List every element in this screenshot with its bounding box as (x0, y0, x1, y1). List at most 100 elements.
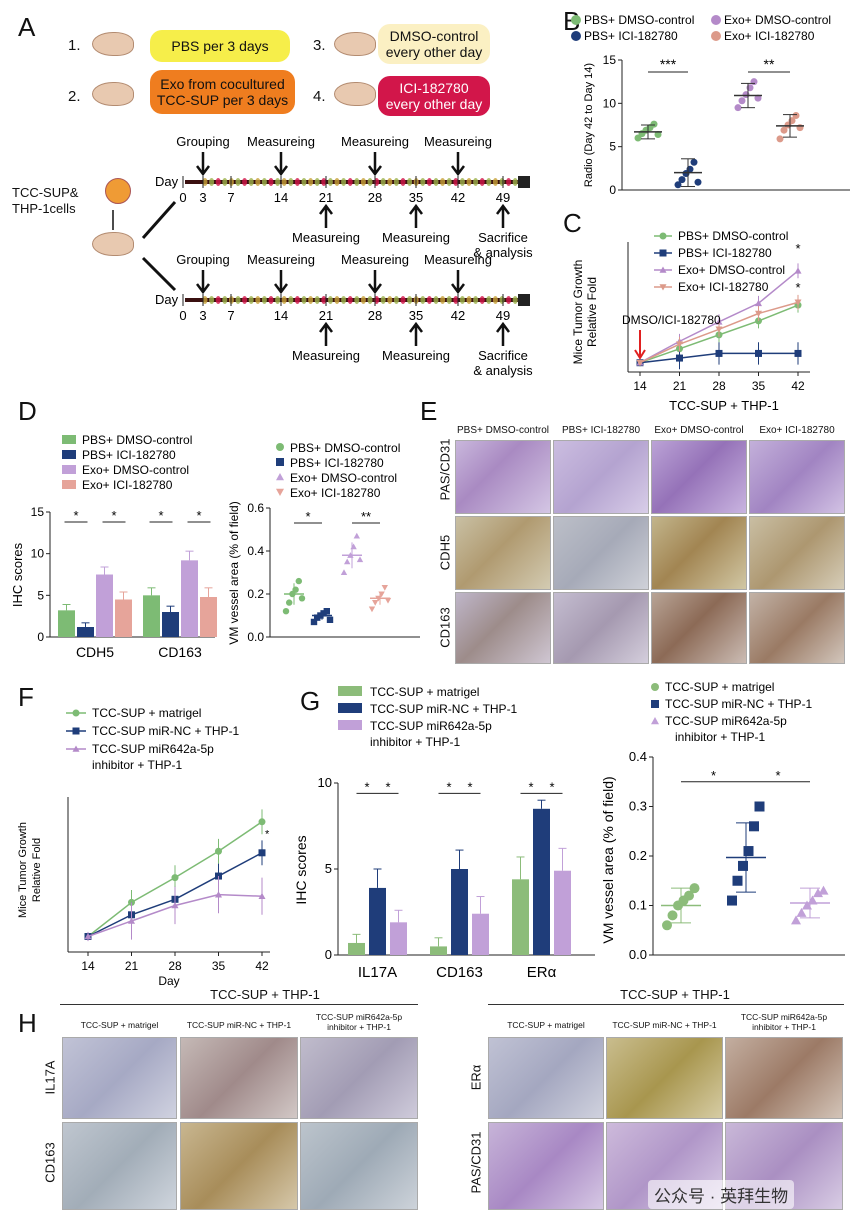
day-tick-label: 35 (409, 190, 423, 205)
dose-marker (327, 296, 333, 304)
legend-marker (276, 443, 284, 451)
micrograph (749, 516, 845, 590)
dose-marker (426, 178, 432, 186)
micrograph (725, 1037, 843, 1119)
data-point (295, 577, 302, 585)
sig-label: * (111, 508, 116, 523)
bar (554, 870, 571, 955)
data-point (350, 543, 357, 550)
data-point (818, 885, 829, 895)
data-point (684, 890, 694, 901)
day-tick-label: 35 (409, 308, 423, 323)
bar (200, 597, 217, 637)
cell-cluster-icon (105, 178, 131, 204)
data-point (340, 569, 348, 576)
dose-marker (360, 296, 366, 304)
legend-label: inhibitor + THP-1 (675, 730, 765, 744)
day-label: Day (155, 292, 179, 307)
legend-label: PBS+ ICI-182780 (82, 448, 176, 462)
column-label: Exo+ DMSO-control (654, 425, 744, 436)
event-label: Measureing (382, 230, 450, 245)
dose-marker (459, 178, 465, 186)
data-point (689, 883, 700, 894)
legend-marker (571, 15, 581, 25)
panel-label-d: D (18, 396, 37, 426)
dose-marker (380, 296, 386, 304)
data-point (794, 299, 802, 306)
x-tick-label: CDH5 (76, 644, 114, 660)
legend-marker (72, 745, 80, 752)
branch-arrow (141, 256, 177, 292)
column-label: TCC-SUP miR642a-5p inhibitor + THP-1 (740, 1012, 828, 1032)
day-tick-label: 21 (319, 190, 333, 205)
event-label: & analysis (473, 363, 533, 378)
legend-marker (72, 727, 80, 735)
data-point (727, 895, 737, 906)
event-arrow (196, 152, 210, 177)
micrograph (553, 592, 649, 664)
bar (58, 610, 75, 637)
micrograph (553, 440, 649, 514)
legend-marker (276, 458, 284, 466)
bar (369, 887, 386, 955)
mouse-icon (92, 232, 134, 256)
dose-marker (400, 178, 406, 186)
x-tick-label: 14 (633, 379, 647, 393)
group-title: TCC-SUP + THP-1 (620, 987, 730, 1002)
column-label: Exo+ ICI-182780 (759, 425, 835, 436)
dose-marker (222, 296, 228, 304)
event-arrow (274, 270, 288, 295)
data-point (215, 872, 222, 880)
dose-marker (393, 296, 399, 304)
panel-label-a: A (18, 12, 36, 42)
sig-label: * (73, 508, 78, 523)
legend-label: TCC-SUP miR642a-5p (665, 714, 787, 728)
column-label: TCC-SUP + matrigel (80, 1020, 159, 1030)
data-point (749, 821, 759, 832)
dose-marker (294, 178, 300, 186)
legend-label: PBS+ ICI-182780 (290, 456, 384, 470)
legend-marker (651, 717, 659, 725)
dose-marker (499, 178, 505, 186)
y-axis-label: Mice Tumor Growth (17, 822, 29, 918)
micrograph (455, 440, 551, 514)
dose-marker (294, 296, 300, 304)
sig-label: * (711, 768, 716, 783)
dose-marker (255, 296, 261, 304)
bar (512, 879, 529, 955)
dose-marker (473, 296, 479, 304)
micrograph (651, 440, 747, 514)
x-tick-label: 42 (255, 959, 269, 973)
event-label: Sacrifice (478, 348, 528, 363)
dose-marker (308, 178, 314, 186)
event-label: Measureing (382, 348, 450, 363)
bar (348, 942, 365, 955)
panel-label-h: H (18, 1008, 37, 1038)
row-label: PAS/CD31 (468, 1131, 484, 1194)
dose-marker (347, 296, 353, 304)
legend-label: Exo+ DMSO-control (724, 13, 831, 27)
legend-label: Exo+ ICI-182780 (290, 486, 381, 500)
dose-marker (281, 178, 287, 186)
micrograph (749, 440, 845, 514)
x-tick-label: 35 (752, 379, 766, 393)
micrograph (606, 1037, 723, 1119)
data-point (320, 610, 327, 617)
dose-marker (301, 178, 307, 186)
x-tick-label: 14 (81, 959, 95, 973)
data-point (738, 860, 748, 871)
day-tick-label: 49 (496, 190, 510, 205)
dose-marker (321, 178, 327, 186)
legend-marker (651, 683, 659, 691)
data-point (796, 907, 807, 917)
timeline-end (518, 294, 530, 306)
dose-marker (288, 178, 294, 186)
watermark: 公众号 · 英拜生物 (648, 1180, 795, 1209)
micrograph (553, 516, 649, 590)
legend-marker (711, 15, 721, 25)
dose-marker (486, 296, 492, 304)
y-tick-label: 0.2 (247, 587, 264, 601)
x-axis-label: TCC-SUP + THP-1 (669, 398, 779, 413)
